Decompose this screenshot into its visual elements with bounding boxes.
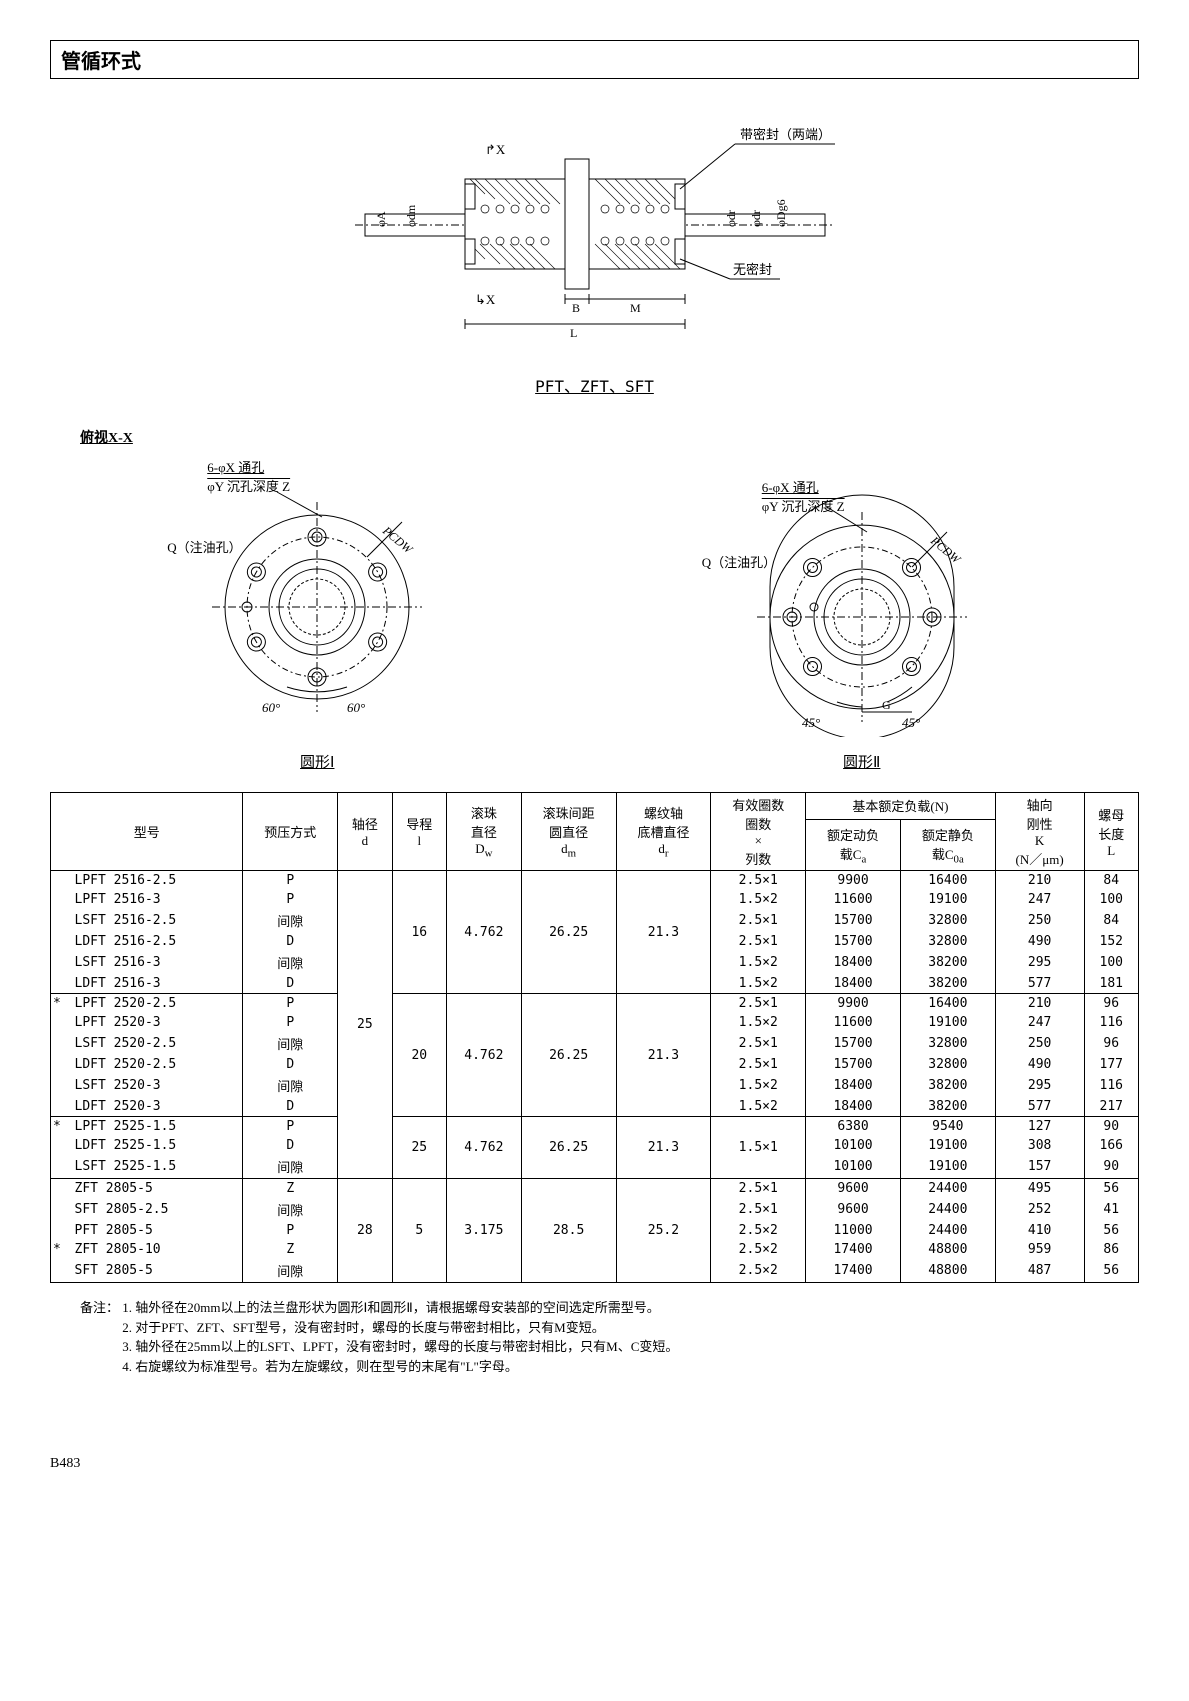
dim-B: B [572, 301, 580, 315]
dim-dr2: φdr [749, 210, 763, 227]
seal-label: 带密封（两端） [740, 127, 831, 142]
notes-section: 备注： 1. 轴外径在20mm以上的法兰盘形状为圆形Ⅰ和圆形Ⅱ，请根据螺母安装部… [50, 1298, 1139, 1376]
th-shaft-d: 轴径d [338, 793, 392, 871]
note-2: 2. 对于PFT、ZFT、SFT型号，没有密封时，螺母的长度与带密封相比，只有M… [122, 1320, 604, 1335]
flange1-angle1: 60° [262, 700, 280, 715]
th-lead: 导程l [392, 793, 446, 871]
th-preload: 预压方式 [243, 793, 338, 871]
dim-dm-left: φdm [404, 204, 418, 227]
th-ball-d: 滚珠直径Dw [446, 793, 521, 871]
flange1-svg: 60° 60° PCDW [167, 457, 467, 737]
flange-row: 6-φX 通孔 φY 沉孔深度 Z Q（注油孔） [50, 457, 1139, 772]
notes-label: 备注： [80, 1298, 119, 1318]
note-3: 3. 轴外径在25mm以上的LSFT、LPFT，没有密封时，螺母的长度与带密封相… [122, 1339, 678, 1354]
flange1-oil-label: Q（注油孔） [167, 537, 241, 556]
dim-L: L [570, 326, 577, 340]
flange1-hole-label: 6-φX 通孔 [207, 457, 290, 476]
flange2-block: 6-φX 通孔 φY 沉孔深度 Z Q（注油孔） [702, 457, 1022, 772]
th-model: 型号 [51, 793, 243, 871]
flange2-cbore-label: φY 沉孔深度 Z [762, 496, 845, 515]
th-circuits: 有效圈数圈数×列数 [711, 793, 806, 871]
dim-A: φA [374, 211, 388, 227]
th-nut-len: 螺母长度L [1084, 793, 1139, 871]
dim-M: M [630, 301, 641, 315]
dim-Dg6: φDg6 [774, 199, 788, 227]
flange2-oil-label: Q（注油孔） [702, 552, 776, 571]
th-root: 螺纹轴底槽直径dr [616, 793, 711, 871]
flange1-block: 6-φX 通孔 φY 沉孔深度 Z Q（注油孔） [167, 457, 467, 772]
flange2-svg: G 45° 45° PCDW [702, 457, 1022, 737]
page-title: 管循环式 [50, 40, 1139, 79]
arrow-x-bot: ↳X [475, 292, 496, 307]
note-1: 1. 轴外径在20mm以上的法兰盘形状为圆形Ⅰ和圆形Ⅱ，请根据螺母安装部的空间选… [122, 1300, 659, 1315]
th-ca: 额定动负载Ca [806, 819, 901, 870]
th-pitch: 滚珠间距圆直径dm [521, 793, 616, 871]
main-diagram-svg: φA φdm φdr φdr φDg6 ↱X ↳X B M L 带密封（两端） … [335, 109, 855, 354]
flange2-hole-label: 6-φX 通孔 [762, 477, 845, 496]
flange2-caption: 圆形Ⅱ [702, 751, 1022, 772]
main-caption: PFT、ZFT、SFT [50, 373, 1139, 397]
dim-dr1: φdr [724, 210, 738, 227]
th-stiffness: 轴向刚性K(N／μm) [995, 793, 1084, 871]
page-number: B483 [50, 1456, 1139, 1472]
flange2-dim-G: G [882, 698, 891, 712]
arrow-x-top: ↱X [485, 142, 506, 157]
note-4: 4. 右旋螺纹为标准型号。若为左旋螺纹，则在型号的末尾有"L"字母。 [122, 1359, 518, 1374]
flange2-pcd: PCDW [927, 533, 964, 567]
noseal-label: 无密封 [733, 262, 772, 277]
flange2-angle2: 45° [902, 715, 920, 730]
main-diagram-section: φA φdm φdr φdr φDg6 ↱X ↳X B M L 带密封（两端） … [50, 109, 1139, 358]
section-xx-title: 俯视X-X [80, 427, 1139, 447]
th-load-group: 基本额定负载(N) [806, 793, 996, 820]
spec-table: 型号 预压方式 轴径d 导程l 滚珠直径Dw 滚珠间距圆直径dm 螺纹轴底槽直径… [50, 792, 1139, 1283]
flange1-caption: 圆形Ⅰ [167, 751, 467, 772]
th-c0a: 额定静负载C0a [900, 819, 995, 870]
flange2-angle1: 45° [802, 715, 820, 730]
flange1-cbore-label: φY 沉孔深度 Z [207, 476, 290, 495]
flange1-angle2: 60° [347, 700, 365, 715]
